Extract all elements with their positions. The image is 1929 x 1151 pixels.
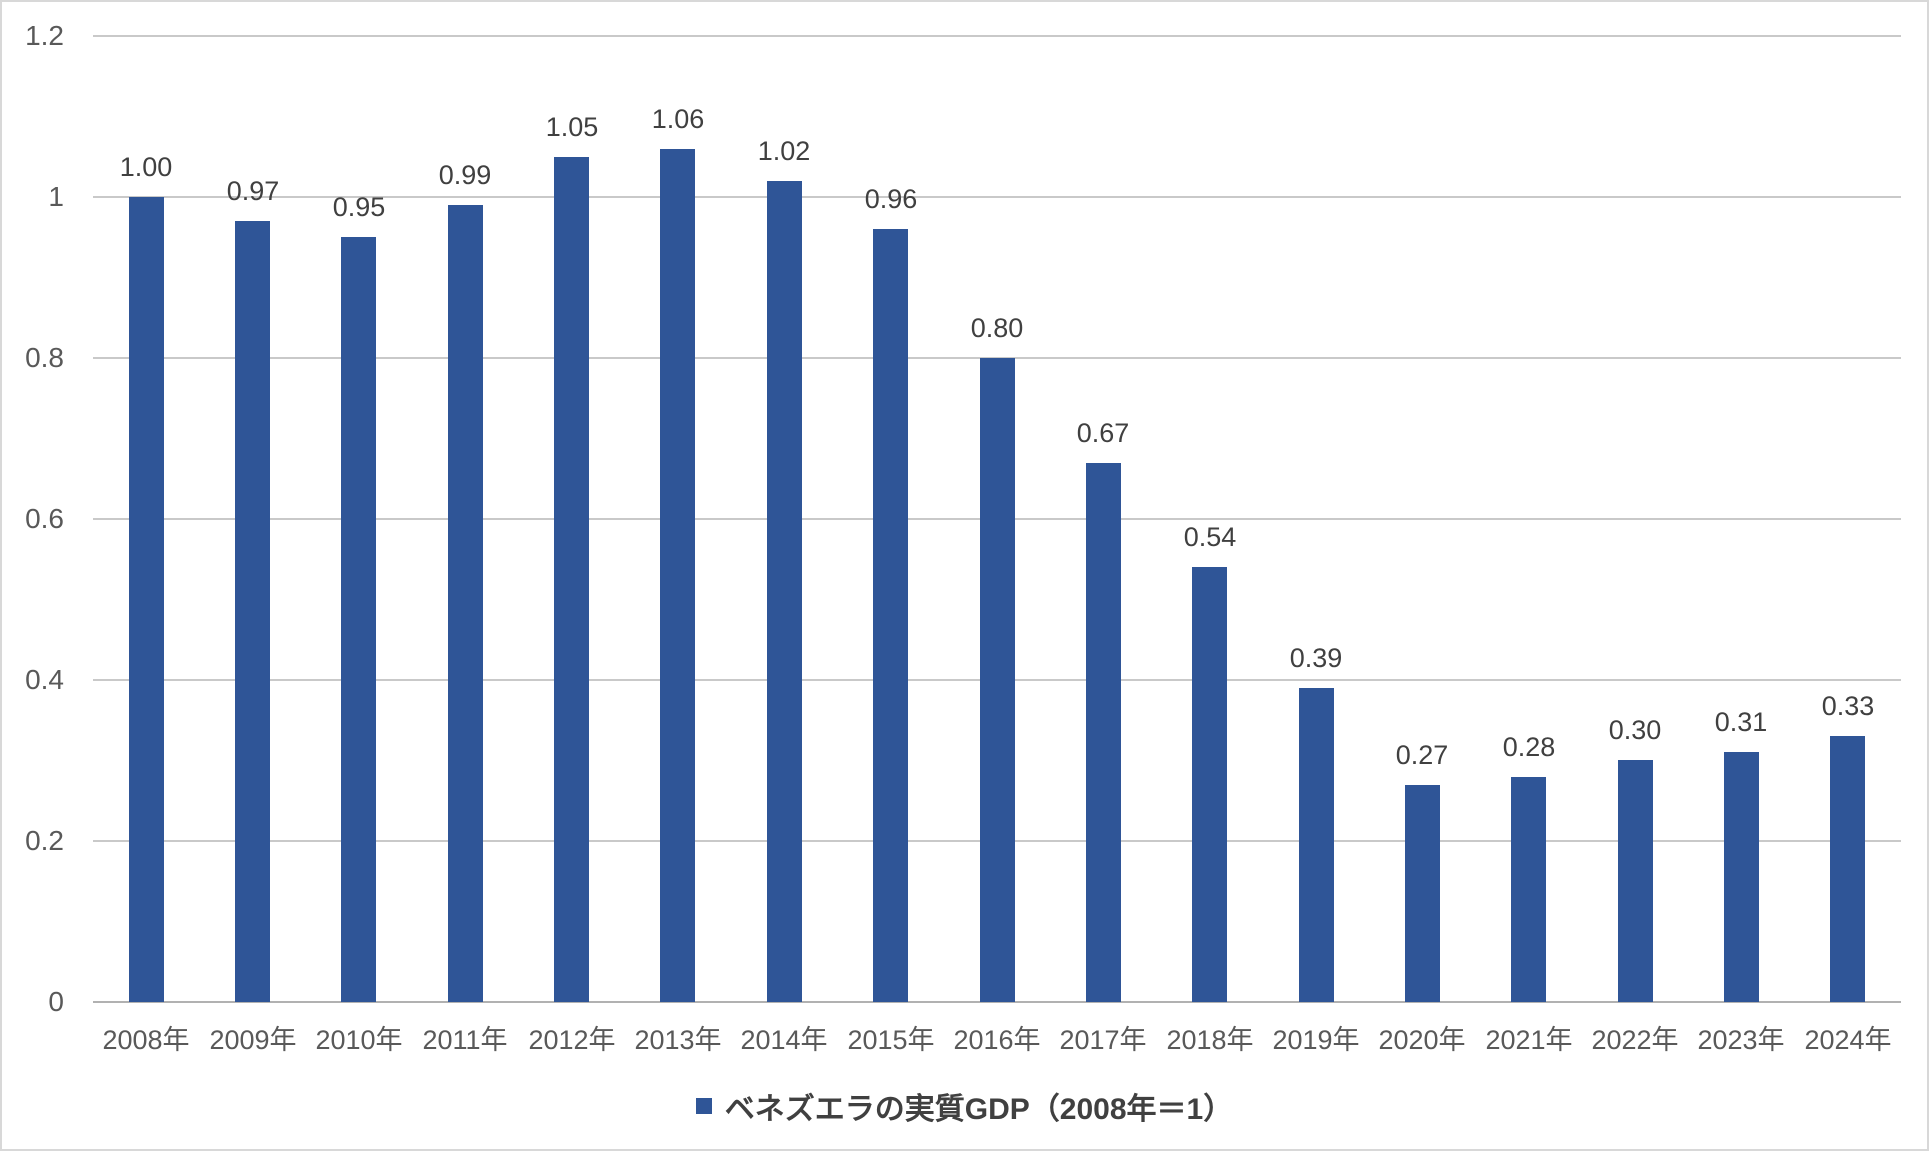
bar-value-label: 0.96 <box>864 184 918 214</box>
y-tick-label: 0 <box>48 986 64 1017</box>
legend-label: ベネズエラの実質GDP（2008年＝1） <box>724 1093 1234 1126</box>
legend: ベネズエラの実質GDP（2008年＝1） <box>2 1084 1927 1128</box>
x-tick-label: 2017年 <box>1059 1025 1147 1055</box>
bar-2009年 <box>235 221 270 1002</box>
bar-2019年 <box>1299 688 1334 1002</box>
bar-value-label: 0.33 <box>1821 691 1875 721</box>
y-tick-label: 0.6 <box>25 503 64 534</box>
x-tick-label: 2013年 <box>634 1025 722 1055</box>
bar-value-label: 1.05 <box>545 112 599 142</box>
bar-value-label: 1.06 <box>651 104 705 134</box>
bar-value-label: 0.39 <box>1289 643 1343 673</box>
bar-2024年 <box>1830 736 1865 1002</box>
x-axis-line <box>93 1001 1901 1003</box>
bar-2013年 <box>660 149 695 1002</box>
bar-2015年 <box>873 229 908 1002</box>
bar-2022年 <box>1618 760 1653 1002</box>
bar-value-label: 0.80 <box>970 313 1024 343</box>
x-tick-label: 2018年 <box>1166 1025 1254 1055</box>
bar-value-label: 0.67 <box>1076 418 1130 448</box>
x-tick-label: 2014年 <box>740 1025 828 1055</box>
y-tick-label: 0.8 <box>25 342 64 373</box>
gridline <box>93 196 1901 198</box>
x-tick-label: 2021年 <box>1485 1025 1573 1055</box>
bar-2021年 <box>1511 777 1546 1002</box>
bar-value-label: 0.28 <box>1502 732 1556 762</box>
bar-2016年 <box>980 358 1015 1002</box>
y-tick-label: 1 <box>48 181 64 212</box>
bar-value-label: 0.95 <box>332 192 386 222</box>
bar-2010年 <box>341 237 376 1002</box>
y-tick-label: 0.2 <box>25 825 64 856</box>
x-tick-label: 2008年 <box>102 1025 190 1055</box>
y-tick-label: 0.4 <box>25 664 64 695</box>
bar-2014年 <box>767 181 802 1002</box>
x-tick-label: 2011年 <box>422 1025 508 1055</box>
x-tick-label: 2016年 <box>953 1025 1041 1055</box>
bar-2020年 <box>1405 785 1440 1002</box>
bar-value-label: 0.30 <box>1608 715 1662 745</box>
bar-2017年 <box>1086 463 1121 1002</box>
x-tick-label: 2012年 <box>528 1025 616 1055</box>
bar-value-label: 1.00 <box>119 152 173 182</box>
bar-2011年 <box>448 205 483 1002</box>
bar-value-label: 0.97 <box>226 176 280 206</box>
x-tick-label: 2009年 <box>209 1025 297 1055</box>
bar-value-label: 0.27 <box>1395 740 1449 770</box>
x-tick-label: 2022年 <box>1591 1025 1679 1055</box>
legend-square-icon <box>695 1098 712 1114</box>
bar-2018年 <box>1192 567 1227 1002</box>
bar-value-label: 1.02 <box>757 136 811 166</box>
bar-value-label: 0.99 <box>438 160 492 190</box>
bar-2012年 <box>554 157 589 1002</box>
bar-value-label: 0.54 <box>1183 522 1237 552</box>
bar-2023年 <box>1724 752 1759 1002</box>
x-tick-label: 2024年 <box>1804 1025 1892 1055</box>
x-tick-label: 2023年 <box>1697 1025 1785 1055</box>
gridline <box>93 35 1901 37</box>
bar-value-label: 0.31 <box>1714 707 1768 737</box>
y-tick-label: 1.2 <box>25 20 64 51</box>
bar-2008年 <box>129 197 164 1002</box>
x-tick-label: 2019年 <box>1272 1025 1360 1055</box>
x-tick-label: 2020年 <box>1378 1025 1466 1055</box>
x-tick-label: 2015年 <box>847 1025 935 1055</box>
x-tick-label: 2010年 <box>315 1025 403 1055</box>
